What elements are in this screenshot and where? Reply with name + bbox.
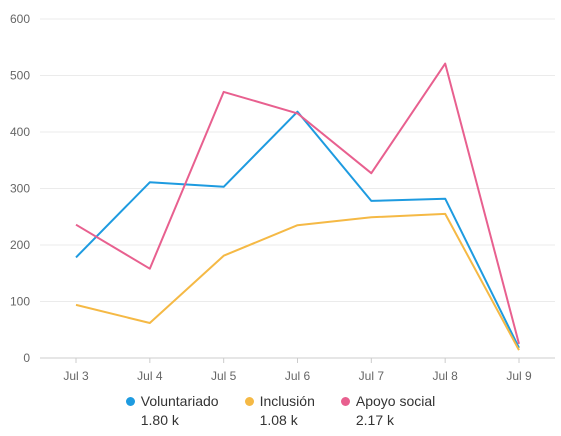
legend-total: 1.08 k	[259, 412, 298, 428]
legend-dot-icon	[244, 396, 254, 406]
legend-item[interactable]: Inclusión 1.08 k	[244, 393, 315, 428]
series-line[interactable]	[75, 212, 520, 351]
y-tick-label: 400	[10, 125, 30, 139]
x-tick-label: Jul 9	[506, 369, 532, 383]
y-axis: 0 100 200 300 400 500 600	[10, 12, 30, 365]
legend: Voluntariado 1.80 k Inclusión 1.08 k Apoyo s…	[0, 393, 561, 428]
x-tick-label: Jul 3	[63, 369, 89, 383]
legend-dot-icon	[340, 396, 350, 406]
x-axis: Jul 3 Jul 4 Jul 5 Jul 6 Jul 7 Jul 8 Jul 9	[63, 358, 532, 383]
x-tick-label: Jul 4	[137, 369, 163, 383]
y-tick-label: 600	[10, 12, 30, 26]
series-lines	[75, 62, 520, 351]
legend-total: 2.17 k	[355, 412, 394, 428]
series-line[interactable]	[75, 62, 520, 345]
series-line[interactable]	[75, 110, 520, 349]
legend-label: Voluntariado	[140, 393, 219, 409]
y-tick-label: 500	[10, 69, 30, 83]
y-tick-label: 100	[10, 295, 30, 309]
y-tick-label: 300	[10, 182, 30, 196]
legend-dot-icon	[125, 396, 135, 406]
x-tick-label: Jul 8	[432, 369, 458, 383]
x-tick-label: Jul 7	[359, 369, 385, 383]
grid	[40, 18, 555, 359]
x-tick-label: Jul 5	[211, 369, 237, 383]
legend-item[interactable]: Apoyo social 2.17 k	[340, 393, 436, 428]
legend-label: Apoyo social	[355, 393, 436, 409]
y-tick-label: 200	[10, 238, 30, 252]
legend-total: 1.80 k	[140, 412, 179, 428]
legend-item[interactable]: Voluntariado 1.80 k	[125, 393, 219, 428]
legend-label: Inclusión	[259, 393, 315, 409]
y-tick-label: 0	[23, 351, 30, 365]
x-tick-label: Jul 6	[285, 369, 311, 383]
